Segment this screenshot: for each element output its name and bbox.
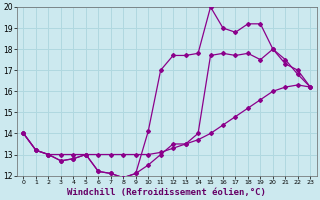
- X-axis label: Windchill (Refroidissement éolien,°C): Windchill (Refroidissement éolien,°C): [68, 188, 266, 197]
